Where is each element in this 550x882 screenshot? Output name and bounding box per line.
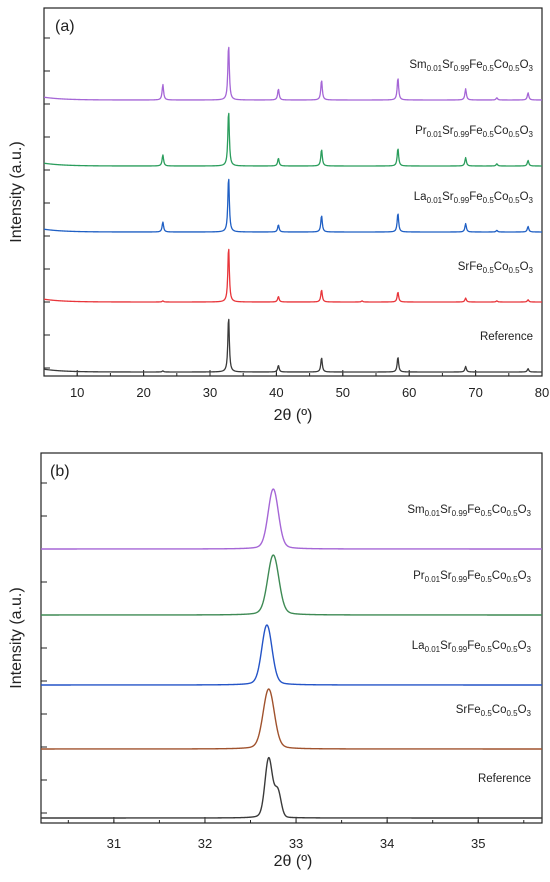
x-tick-label: 20: [136, 385, 150, 400]
panel-a-x-axis-title: 2θ (º): [274, 407, 313, 424]
x-tick-label: 50: [336, 385, 350, 400]
series-line: [43, 248, 543, 303]
x-tick-label: 33: [289, 836, 303, 851]
panel-a-label: (a): [55, 18, 75, 35]
series-line: [40, 688, 543, 750]
series-line: [40, 756, 543, 819]
panel-a-plot-frame: [43, 7, 543, 377]
panel-b-series: Sm0.01Sr0.99Fe0.5Co0.5O3 Pr0.01Sr0.99Fe0.…: [40, 488, 543, 819]
panel-b-ticks: 31 32 33 34 35: [41, 482, 525, 851]
x-tick-label: 60: [402, 385, 416, 400]
x-tick-label: 30: [203, 385, 217, 400]
series-line: [43, 112, 543, 167]
x-tick-label: 80: [535, 385, 549, 400]
series-label: Reference: [478, 773, 531, 785]
panel-a-chart: (a) 2θ (º) Intensity (a.u.) 10 20 30 40 50 60…: [8, 7, 549, 424]
series-label: La0.01Sr0.99Fe0.5Co0.5O3: [414, 191, 534, 205]
panel-a-ticks: 10 20 30 40 50 60 70 80: [43, 37, 549, 400]
x-tick-label: 31: [107, 836, 121, 851]
series-label: SrFe0.5Co0.5O3: [456, 704, 532, 718]
x-tick-label: 32: [198, 836, 212, 851]
series-label: SrFe0.5Co0.5O3: [458, 261, 534, 275]
x-tick-label: 70: [468, 385, 482, 400]
series-label: Pr0.01Sr0.99Fe0.5Co0.5O3: [413, 570, 531, 584]
x-tick-label: 40: [269, 385, 283, 400]
series-line: [40, 624, 543, 686]
series-label: Sm0.01Sr0.99Fe0.5Co0.5O3: [409, 59, 533, 73]
series-label: Pr0.01Sr0.99Fe0.5Co0.5O3: [415, 125, 533, 139]
series-line: [40, 554, 543, 616]
series-label: Sm0.01Sr0.99Fe0.5Co0.5O3: [407, 504, 531, 518]
panel-b-chart: (b) 2θ (º) Intensity (a.u.) 31 32 33 34 35 S…: [8, 452, 543, 870]
series-line: [43, 46, 543, 101]
series-line: [43, 318, 543, 373]
panel-b-y-axis-title: Intensity (a.u.): [8, 587, 25, 688]
x-tick-label: 35: [471, 836, 485, 851]
x-tick-label: 34: [380, 836, 394, 851]
panel-a-y-axis-title: Intensity (a.u.): [8, 141, 25, 242]
panel-b-label: (b): [50, 463, 70, 480]
series-label: La0.01Sr0.99Fe0.5Co0.5O3: [412, 640, 532, 654]
x-tick-label: 10: [70, 385, 84, 400]
panel-b-x-axis-title: 2θ (º): [274, 853, 313, 870]
panel-b-plot-frame: [40, 452, 543, 824]
panel-a-series: Sm0.01Sr0.99Fe0.5Co0.5O3 Pr0.01Sr0.99Fe0.…: [43, 46, 543, 373]
series-line: [43, 178, 543, 233]
series-label: Reference: [480, 331, 533, 343]
series-line: [40, 488, 543, 550]
